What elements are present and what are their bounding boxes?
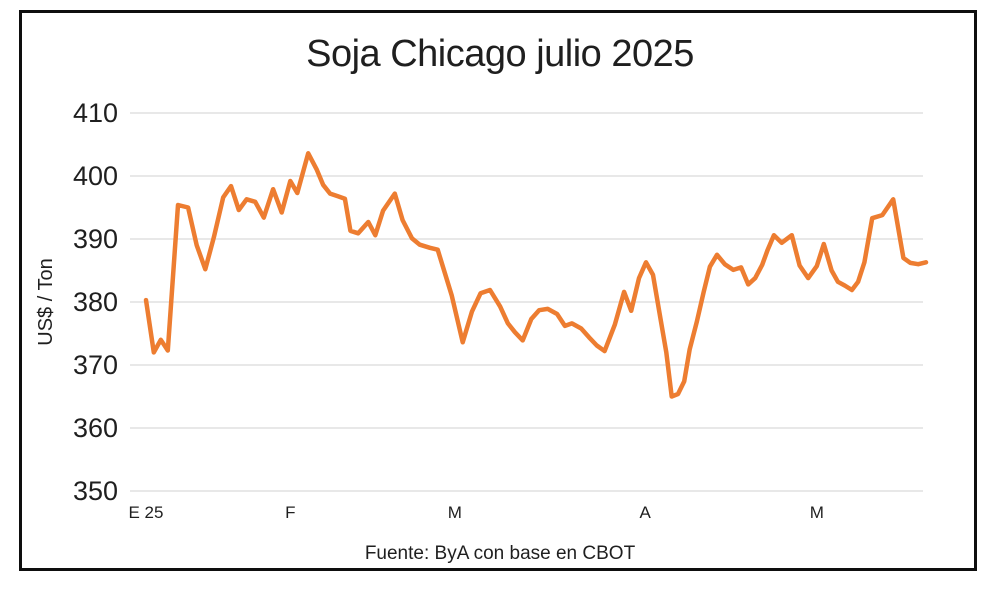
chart-title: Soja Chicago julio 2025 xyxy=(306,33,694,75)
y-tick-label-390: 390 xyxy=(73,224,118,254)
x-tick-label-3: A xyxy=(640,503,652,522)
x-tick-label-4: M xyxy=(810,503,824,522)
x-tick-label-1: F xyxy=(285,503,295,522)
source-note: Fuente: ByA con base en CBOT xyxy=(364,543,636,564)
x-tick-label-2: M xyxy=(448,503,462,522)
y-axis-title: US$ / Ton xyxy=(35,258,57,345)
x-tick-label-0: E 25 xyxy=(129,503,164,522)
y-tick-label-400: 400 xyxy=(73,161,118,191)
y-tick-label-360: 360 xyxy=(73,413,118,443)
y-tick-label-380: 380 xyxy=(73,287,118,317)
chart-border-frame xyxy=(19,10,977,571)
y-tick-label-370: 370 xyxy=(73,350,118,380)
price-line-series xyxy=(143,151,929,399)
y-tick-label-350: 350 xyxy=(73,476,118,506)
y-tick-label-410: 410 xyxy=(73,98,118,128)
